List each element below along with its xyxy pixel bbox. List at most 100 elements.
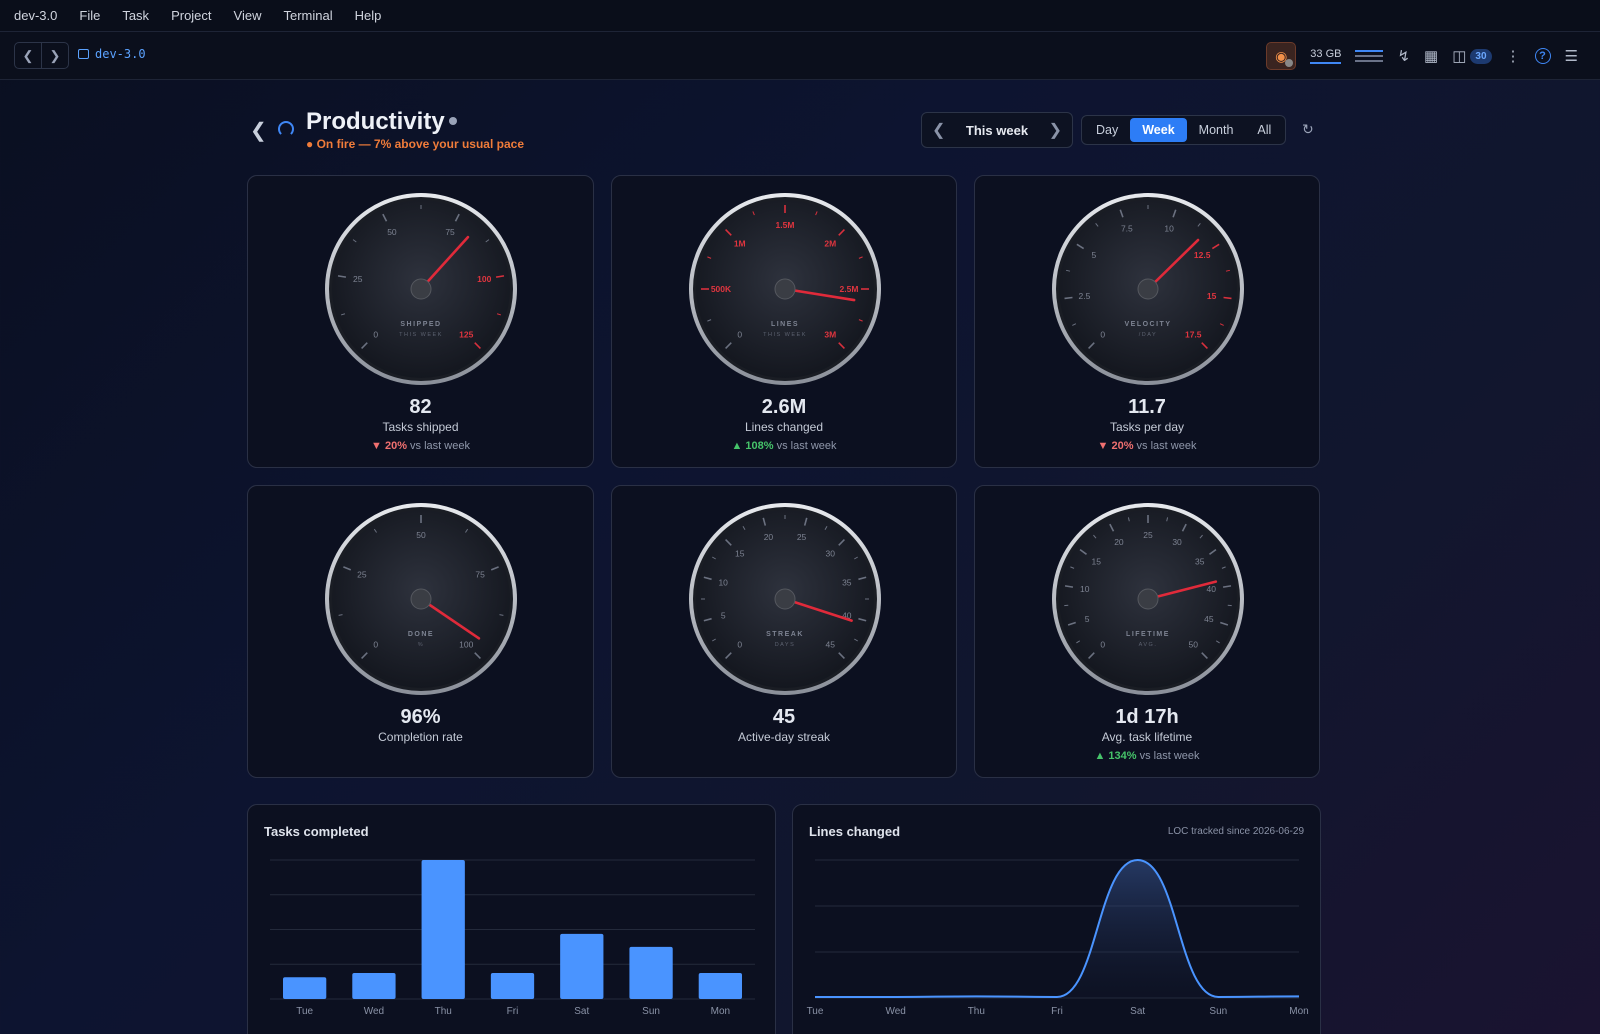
gauge-tick-label: 10: [1080, 584, 1090, 594]
bar-sun[interactable]: [629, 946, 673, 999]
gauge-label: Active-day streak: [737, 730, 831, 744]
chart-title: Lines changed: [809, 824, 901, 839]
back-arrow-icon[interactable]: ❮: [250, 120, 267, 142]
x-tick-label: Mon: [1289, 1006, 1308, 1017]
gauge-tick-label: 40: [842, 611, 852, 621]
gauge-tick: [858, 256, 863, 259]
gauge-label: Avg. task lifetime: [1101, 730, 1193, 744]
bar-wed[interactable]: [352, 972, 396, 999]
qr-icon[interactable]: ▦: [1424, 48, 1439, 65]
gauge-tick: [338, 614, 343, 616]
gauge-tick: [1209, 548, 1217, 555]
gauge-tick: [1201, 652, 1208, 659]
gauge-value: 82: [409, 396, 432, 418]
gauge-tick: [343, 566, 352, 571]
gauge-tick-label: 100: [459, 639, 473, 649]
next-period-icon[interactable]: ❯: [1048, 122, 1062, 139]
menu-view[interactable]: View: [233, 8, 262, 23]
bar-tue[interactable]: [283, 977, 327, 999]
gauge-tick-label: 50: [416, 530, 426, 540]
range-week[interactable]: Week: [1130, 118, 1187, 142]
gauge-tick: [803, 517, 808, 526]
flame-icon: ●: [306, 137, 314, 151]
gauge-label: Tasks per day: [1109, 420, 1185, 434]
menu-task[interactable]: Task: [122, 8, 150, 23]
memory-usage[interactable]: 33 GB: [1310, 48, 1342, 64]
delta-value: ▲ 134%: [1094, 750, 1137, 762]
bar-thu[interactable]: [421, 860, 465, 999]
gauge-tick: [725, 229, 732, 236]
gauge-tick: [725, 342, 732, 349]
menu-file[interactable]: File: [79, 8, 101, 23]
toolbar: ❮ ❯ dev-3.0 ◉ 33 GB ↯ ▦ ◫ 30 ⋮ ? ☰: [0, 32, 1600, 80]
layout-icon: ◫: [1452, 48, 1467, 65]
gauge-tick-label: 0: [1100, 639, 1105, 649]
menu-bar: dev-3.0 File Task Project View Terminal …: [0, 0, 1600, 32]
menu-project[interactable]: Project: [171, 8, 212, 23]
gauge-tick: [1201, 342, 1208, 349]
info-dot-icon[interactable]: [449, 117, 457, 125]
gauge-value: 11.7: [1128, 396, 1166, 418]
gauge-tick-label: 1M: [734, 239, 746, 249]
bar-sat[interactable]: [560, 933, 604, 999]
menu-help[interactable]: Help: [354, 8, 382, 23]
gauge-tick: [490, 566, 499, 571]
menu-app[interactable]: dev-3.0: [14, 8, 58, 23]
gauge-tick: [474, 652, 481, 659]
period-navigator: ❮ This week ❯: [921, 112, 1073, 148]
gauge-tick: [824, 526, 828, 530]
chart-note: LOC tracked since 2026-06-29: [1167, 826, 1304, 837]
series-line[interactable]: [815, 858, 1300, 998]
more-icon[interactable]: ⋮: [1505, 48, 1521, 65]
gauge-value: 2.6M: [761, 396, 807, 418]
gauge-svg: 0 5 10 15 20 25 30 35 40 45 50 LIFETIME AVG.: [1052, 503, 1244, 695]
bar-mon[interactable]: [698, 972, 742, 999]
lines-icon[interactable]: [1355, 50, 1384, 62]
x-tick-label: Sun: [642, 1006, 660, 1017]
delta-text: vs last week: [1133, 440, 1197, 452]
refresh-icon[interactable]: ↻: [1302, 121, 1314, 137]
gauge-dial: 0 2.5 5 7.5 10 12.5 15 17.5 VELOCITY/DAY: [1051, 192, 1245, 386]
project-label[interactable]: dev-3.0: [78, 47, 146, 61]
gauge-svg: 0 25 50 75 100 125 SHIPPED THIS WEEK: [325, 193, 517, 385]
bar-fri[interactable]: [490, 972, 535, 999]
gauge-tick: [858, 617, 867, 622]
forward-icon[interactable]: ❯: [49, 47, 61, 63]
prev-period-icon[interactable]: ❮: [932, 122, 946, 139]
gauge-label: Lines changed: [744, 420, 824, 434]
gauge-tick-label: 5: [1091, 250, 1096, 260]
gauge-tick-label: 40: [1206, 584, 1216, 594]
gauge-tick: [1166, 517, 1169, 522]
gauge-tick: [742, 526, 746, 530]
menu-terminal[interactable]: Terminal: [283, 8, 333, 23]
gauge-tick: [1095, 223, 1099, 227]
toolbar-right: ◉ 33 GB ↯ ▦ ◫ 30 ⋮ ? ☰: [1266, 42, 1578, 70]
delta-text: vs last week: [773, 440, 837, 452]
gauge-tick: [703, 617, 712, 622]
range-month[interactable]: Month: [1198, 123, 1234, 137]
gauge-needle: [1146, 580, 1218, 601]
gauge-name: SHIPPED: [400, 321, 441, 328]
eye-badge: [1285, 59, 1294, 67]
eye-icon[interactable]: ◉: [1266, 42, 1297, 70]
range-all[interactable]: All: [1257, 123, 1272, 137]
range-day[interactable]: Day: [1096, 123, 1119, 137]
back-icon[interactable]: ❮: [15, 43, 42, 68]
gauge-tick: [703, 576, 712, 581]
gauge-tick-label: 100: [477, 274, 491, 284]
bolt-icon[interactable]: ↯: [1397, 48, 1411, 65]
gauge-tick: [454, 213, 460, 222]
gauge-tick: [340, 313, 346, 316]
gauge-card-shipped: 0 25 50 75 100 125 SHIPPED THIS WEEK 82 Tasks shi…: [247, 175, 594, 468]
gauge-tick-label: 20: [764, 532, 774, 542]
layout-button[interactable]: ◫ 30: [1452, 47, 1492, 65]
sliders-icon[interactable]: ☰: [1564, 48, 1578, 65]
gauge-tick: [1199, 534, 1203, 539]
gauge-tick-label: 20: [1114, 537, 1124, 547]
gauge-svg: 0 2.5 5 7.5 10 12.5 15 17.5 VELOCITY/DAY: [1052, 193, 1244, 385]
help-icon[interactable]: ?: [1534, 48, 1551, 64]
gauge-tick-label: 2M: [824, 239, 836, 249]
gauge-dial: 0 25 50 75 100 125 SHIPPED THIS WEEK: [324, 192, 518, 386]
gauge-tick: [1076, 243, 1085, 250]
gauge-tick: [752, 211, 755, 216]
